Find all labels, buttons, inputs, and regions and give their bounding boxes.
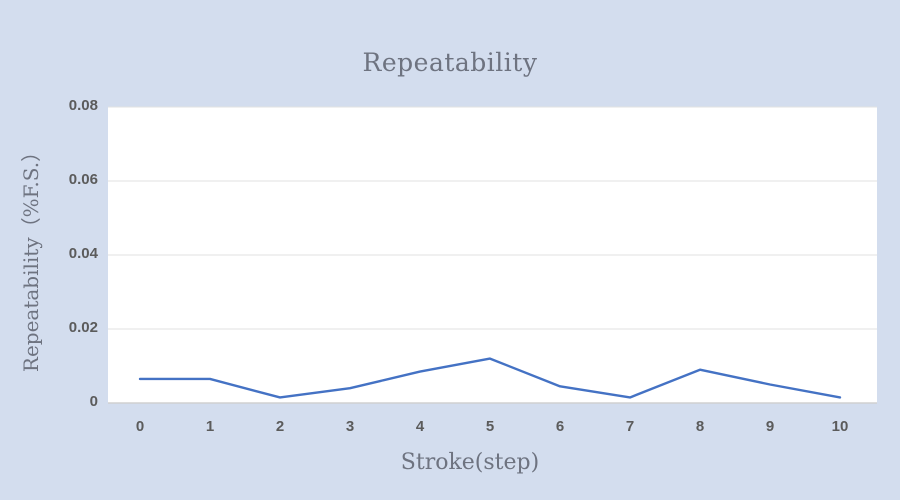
- x-tick-label: 10: [831, 418, 849, 435]
- x-tick-label: 3: [345, 418, 355, 435]
- x-tick-label: 5: [485, 418, 495, 435]
- y-tick-label: 0.06: [68, 171, 98, 188]
- x-tick-label: 9: [765, 418, 775, 435]
- y-tick-label: 0.08: [68, 97, 98, 114]
- x-tick-label: 2: [275, 418, 285, 435]
- y-tick-label: 0: [89, 393, 98, 410]
- x-tick-label: 6: [555, 418, 565, 435]
- x-tick-label: 4: [415, 418, 425, 435]
- y-tick-label: 0.04: [68, 245, 98, 262]
- series-line-repeatability: [138, 357, 842, 399]
- y-tick-label: 0.02: [68, 319, 98, 336]
- x-tick-label: 7: [625, 418, 635, 435]
- chart-title: Repeatability: [362, 48, 538, 77]
- x-tick-label: 8: [695, 418, 705, 435]
- x-axis-title: Stroke(step): [400, 450, 540, 475]
- x-tick-label: 1: [205, 418, 215, 435]
- x-tick-label: 0: [135, 418, 145, 435]
